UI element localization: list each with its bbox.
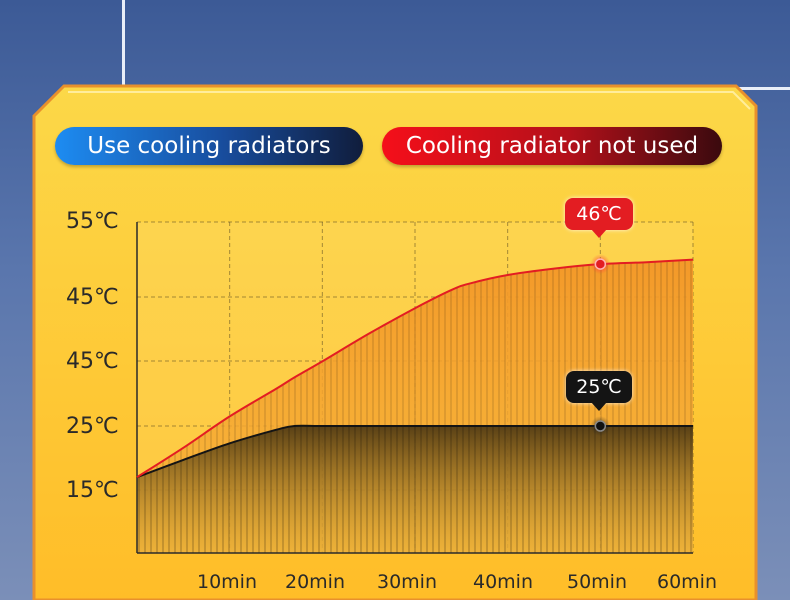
y-tick-label: 45℃ — [66, 349, 119, 374]
x-tick-label: 10min — [196, 571, 257, 593]
y-tick-label: 25℃ — [66, 414, 119, 439]
area-stripes-black — [137, 425, 693, 553]
legend-use-cooling-radiators: Use cooling radiators — [55, 127, 363, 165]
legend-cooling-radiator-not-used: Cooling radiator not used — [382, 127, 722, 165]
x-tick-label: 30min — [376, 571, 437, 593]
series-line-use-cooling-radiators — [136, 424, 693, 479]
y-tick-label: 45℃ — [66, 285, 119, 310]
x-tick-label: 60min — [656, 571, 717, 593]
y-tick-label: 55℃ — [66, 209, 119, 234]
plot-area — [136, 221, 694, 554]
series-line-cooling-radiator-not-used — [136, 258, 694, 479]
card-inner-highlight — [68, 91, 751, 110]
y-tick-label: 15℃ — [66, 478, 119, 503]
data-point-black-peak — [594, 420, 607, 432]
callout-black-peak: 25℃ — [566, 371, 632, 411]
x-tick-label: 40min — [472, 571, 533, 593]
callout-red-peak: 46℃ — [565, 198, 633, 238]
x-tick-label: 20min — [284, 571, 345, 593]
x-tick-label: 50min — [566, 571, 627, 593]
data-point-red-peak — [594, 258, 607, 270]
